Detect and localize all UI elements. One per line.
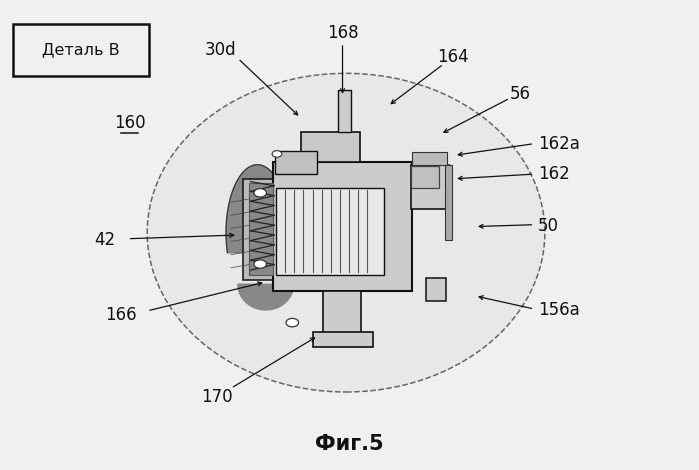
Text: 162: 162 (538, 165, 570, 183)
Text: 42: 42 (94, 231, 116, 249)
Text: Фиг.5: Фиг.5 (315, 433, 384, 454)
Polygon shape (226, 164, 289, 253)
Bar (273, 162, 412, 291)
Bar (243, 179, 274, 280)
Bar (411, 165, 439, 188)
Bar (323, 291, 361, 333)
Bar (249, 183, 273, 275)
Circle shape (272, 151, 282, 157)
Circle shape (254, 260, 266, 268)
Text: 170: 170 (201, 388, 233, 406)
Bar (313, 332, 373, 347)
Text: 56: 56 (510, 86, 531, 103)
Text: 166: 166 (105, 306, 137, 324)
Bar (411, 164, 449, 209)
Polygon shape (238, 284, 294, 310)
Bar (412, 152, 447, 164)
Circle shape (254, 188, 266, 197)
Text: 168: 168 (326, 24, 359, 42)
Bar (275, 151, 317, 174)
Text: 164: 164 (437, 48, 468, 66)
Text: 162a: 162a (538, 134, 579, 153)
Bar (276, 188, 384, 275)
Bar (445, 164, 452, 240)
Ellipse shape (147, 73, 545, 392)
Text: 30d: 30d (205, 41, 236, 59)
Bar (13, 24, 150, 76)
Text: 160: 160 (114, 114, 145, 132)
Circle shape (286, 318, 298, 327)
Text: Деталь B: Деталь B (43, 42, 120, 57)
Bar (301, 132, 360, 162)
Bar (338, 90, 351, 132)
Text: 156a: 156a (538, 301, 579, 319)
Text: 50: 50 (538, 217, 559, 235)
Bar (426, 278, 446, 301)
